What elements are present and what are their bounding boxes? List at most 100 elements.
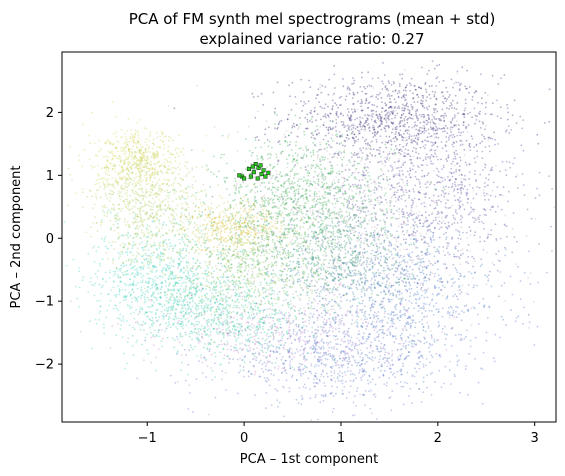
data-point [381,80,384,83]
data-point [286,245,288,248]
data-point [429,121,432,124]
data-point [382,336,385,339]
data-point [417,214,420,217]
data-point [205,376,208,379]
data-point [465,335,467,338]
data-point [348,176,351,178]
data-point [424,275,426,278]
data-point [384,351,387,354]
data-point [402,385,405,388]
data-point [335,269,338,272]
data-point [482,351,485,354]
data-point [386,321,389,324]
data-point [275,153,278,156]
data-point [421,312,424,314]
data-point [465,232,468,234]
data-point [375,96,378,98]
data-point [398,134,401,136]
data-point [380,319,382,322]
data-point [294,164,297,167]
data-point [448,179,451,182]
data-point [345,199,348,201]
data-point [440,222,443,224]
data-point [342,393,345,395]
data-point [328,266,331,269]
data-point [293,172,296,175]
data-point [338,374,341,377]
data-point [350,336,353,339]
data-point [406,142,408,145]
data-point [395,303,398,306]
data-point [250,372,252,375]
data-point [392,314,395,317]
data-point [473,157,476,160]
data-point [390,253,393,256]
data-point [384,231,386,234]
data-point [342,78,344,80]
data-point [287,187,289,190]
data-point [410,287,413,290]
data-point [394,217,397,220]
data-point [379,328,382,331]
data-point [394,193,396,196]
data-point [296,379,298,382]
data-point [359,244,361,247]
data-point [274,212,277,215]
data-point [307,235,309,238]
data-point [421,102,424,105]
data-point [331,252,334,254]
data-point [412,274,415,277]
data-point [491,166,494,169]
data-point [276,81,279,84]
data-point [361,302,363,305]
data-point [403,107,406,109]
data-point [331,128,334,130]
data-point [308,185,310,188]
data-point [294,192,297,195]
data-point [434,149,436,152]
data-point [537,142,540,145]
data-point [388,115,390,117]
data-point [339,249,342,252]
data-point [419,146,422,149]
data-point [387,312,390,315]
data-point [335,225,337,228]
data-point [335,111,338,113]
data-point [404,340,407,343]
data-point [478,221,481,223]
data-point [452,214,455,217]
data-point [277,189,280,192]
data-point [452,264,455,266]
data-point [351,172,354,174]
data-point [452,312,455,314]
data-point [410,113,413,116]
data-point [401,136,404,139]
data-point [354,216,357,218]
data-point [385,104,387,107]
data-point [307,100,310,103]
data-point [432,122,435,124]
data-point [338,330,341,333]
data-point [460,189,462,192]
data-point [323,347,325,350]
data-point [389,314,392,316]
data-point [422,376,425,379]
data-point [489,233,492,236]
data-point [429,149,432,152]
data-point [349,161,351,164]
data-point [390,224,393,227]
data-point [481,157,484,160]
data-point [316,113,319,116]
data-point [410,106,413,108]
data-point [415,151,417,154]
data-point [239,183,242,186]
data-point [366,356,369,359]
data-point [371,299,374,302]
data-point [293,174,296,177]
data-point [275,176,278,179]
data-point [441,108,444,111]
data-point [358,187,360,189]
data-point [414,321,417,324]
data-point [384,160,386,162]
data-point [402,162,405,164]
